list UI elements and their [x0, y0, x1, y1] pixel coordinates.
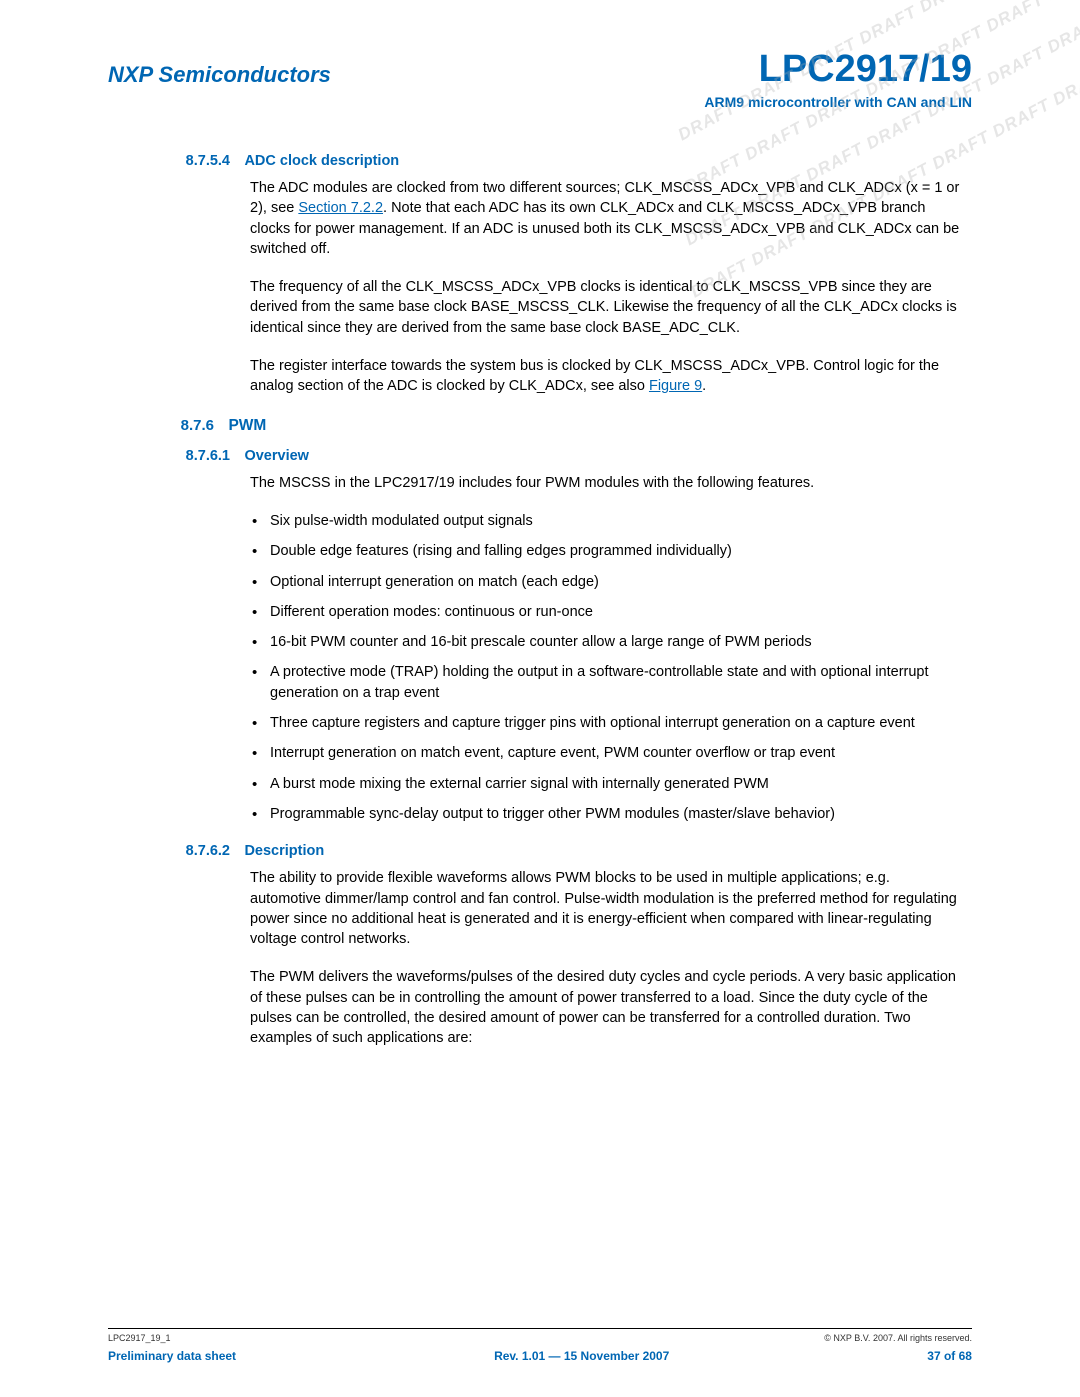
paragraph: The ADC modules are clocked from two dif…: [108, 178, 972, 259]
list-item: Different operation modes: continuous or…: [270, 602, 962, 622]
footer-divider: [108, 1328, 972, 1329]
list-item: Three capture registers and capture trig…: [270, 713, 962, 733]
document-subtitle: ARM9 microcontroller with CAN and LIN: [108, 94, 972, 110]
section-title: ADC clock description: [244, 153, 399, 169]
section-link[interactable]: Section 7.2.2: [298, 200, 383, 216]
section-number: 8.7.6.1: [180, 448, 240, 464]
footer-top-row: LPC2917_19_1 © NXP B.V. 2007. All rights…: [108, 1333, 972, 1343]
list-item: Interrupt generation on match event, cap…: [270, 743, 962, 763]
page-footer: LPC2917_19_1 © NXP B.V. 2007. All rights…: [108, 1328, 972, 1363]
list-item: 16-bit PWM counter and 16-bit prescale c…: [270, 632, 962, 652]
section-heading: 8.7.6.2 Description: [108, 842, 972, 860]
paragraph: The frequency of all the CLK_MSCSS_ADCx_…: [108, 277, 972, 338]
paragraph: The ability to provide flexible waveform…: [108, 868, 972, 949]
section-title: PWM: [228, 417, 266, 434]
company-name: NXP Semiconductors: [108, 50, 331, 88]
paragraph: The MSCSS in the LPC2917/19 includes fou…: [108, 473, 972, 493]
section-heading: 8.7.5.4 ADC clock description: [108, 152, 972, 170]
section-title: Description: [244, 843, 324, 859]
feature-list: Six pulse-width modulated output signals…: [108, 511, 972, 824]
list-item: A protective mode (TRAP) holding the out…: [270, 662, 962, 703]
list-item: A burst mode mixing the external carrier…: [270, 774, 962, 794]
figure-link[interactable]: Figure 9: [649, 378, 702, 394]
paragraph: The register interface towards the syste…: [108, 356, 972, 397]
list-item: Programmable sync-delay output to trigge…: [270, 804, 962, 824]
document-id: LPC2917_19_1: [108, 1333, 171, 1343]
section-heading: 8.7.6.1 Overview: [108, 447, 972, 465]
page-header: NXP Semiconductors LPC2917/19: [108, 50, 972, 88]
revision-date: Rev. 1.01 — 15 November 2007: [494, 1349, 669, 1363]
list-item: Optional interrupt generation on match (…: [270, 572, 962, 592]
section-number: 8.7.6.2: [180, 843, 240, 859]
copyright-text: © NXP B.V. 2007. All rights reserved.: [824, 1333, 972, 1343]
product-name: LPC2917/19: [759, 50, 972, 88]
section-title: Overview: [244, 448, 309, 464]
text-run: .: [702, 378, 706, 394]
page-number: 37 of 68: [927, 1349, 972, 1363]
list-item: Double edge features (rising and falling…: [270, 541, 962, 561]
footer-bottom-row: Preliminary data sheet Rev. 1.01 — 15 No…: [108, 1349, 972, 1363]
document-status: Preliminary data sheet: [108, 1349, 236, 1363]
section-number: 8.7.5.4: [180, 153, 240, 169]
page: DRAFT DRAFT DRAFT DRAFT DRAFT DRAFT DR D…: [0, 0, 1080, 1397]
list-item: Six pulse-width modulated output signals: [270, 511, 962, 531]
paragraph: The PWM delivers the waveforms/pulses of…: [108, 967, 972, 1048]
section-heading: 8.7.6 PWM: [108, 417, 972, 435]
text-run: The register interface towards the syste…: [250, 358, 939, 394]
section-number: 8.7.6: [164, 417, 224, 434]
